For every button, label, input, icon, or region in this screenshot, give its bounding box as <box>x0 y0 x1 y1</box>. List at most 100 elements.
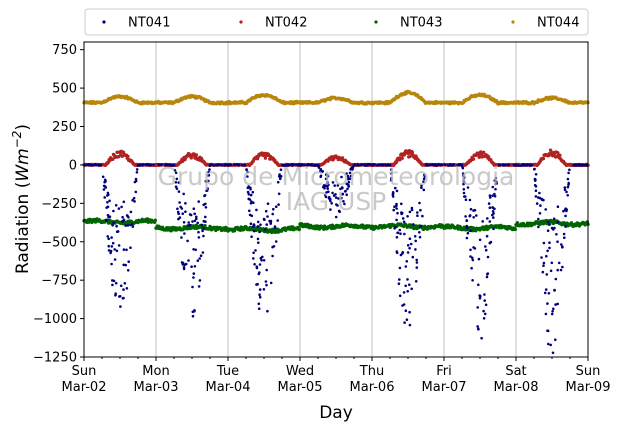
point-nt041 <box>421 214 424 218</box>
point-nt041 <box>463 176 466 179</box>
point-nt041 <box>319 169 322 173</box>
plot-area <box>84 42 588 357</box>
point-nt041 <box>488 220 492 223</box>
point-nt041 <box>549 343 552 347</box>
point-nt041 <box>135 171 139 174</box>
point-nt041 <box>449 163 452 166</box>
point-nt041 <box>350 166 354 170</box>
legend-label-nt042: NT042 <box>265 16 307 31</box>
point-nt041 <box>108 199 111 203</box>
point-nt041 <box>551 310 554 313</box>
point-nt041 <box>111 241 115 245</box>
y-axis-title: Radiation (Wm−2) <box>10 124 33 274</box>
point-nt041 <box>465 226 469 230</box>
point-nt041 <box>402 291 406 294</box>
point-nt041 <box>129 246 132 249</box>
point-nt041 <box>423 175 427 178</box>
point-nt043 <box>515 221 520 225</box>
point-nt041 <box>118 295 121 298</box>
point-nt041 <box>469 229 473 233</box>
point-nt041 <box>271 254 274 258</box>
point-nt041 <box>462 188 466 191</box>
point-nt041 <box>458 163 462 166</box>
point-nt041 <box>257 302 261 306</box>
point-nt041 <box>238 164 241 167</box>
point-nt041 <box>124 263 127 267</box>
point-nt041 <box>273 225 277 228</box>
point-nt041 <box>414 248 417 251</box>
point-nt041 <box>468 214 472 217</box>
point-nt041 <box>401 217 405 220</box>
point-nt041 <box>337 197 340 200</box>
point-nt041 <box>405 260 409 263</box>
point-nt041 <box>192 207 196 210</box>
point-nt041 <box>132 196 136 200</box>
point-nt041 <box>418 201 421 205</box>
point-nt041 <box>484 248 488 252</box>
point-nt041 <box>547 342 550 346</box>
point-nt041 <box>547 292 551 295</box>
grid-lines <box>155 42 517 357</box>
point-nt041 <box>556 268 559 272</box>
point-nt041 <box>133 200 136 203</box>
point-nt041 <box>408 283 411 287</box>
point-nt041 <box>250 235 253 238</box>
point-nt041 <box>331 191 334 195</box>
point-nt041 <box>528 164 532 167</box>
point-nt042 <box>408 154 412 159</box>
point-nt041 <box>415 258 419 262</box>
point-nt041 <box>420 184 423 187</box>
point-nt041 <box>108 215 112 218</box>
point-nt041 <box>419 208 422 212</box>
point-nt041 <box>553 226 556 230</box>
point-nt041 <box>485 234 489 238</box>
point-nt041 <box>218 163 221 166</box>
point-nt041 <box>198 279 202 282</box>
point-nt041 <box>243 163 247 167</box>
point-nt041 <box>564 214 567 218</box>
legend-marker-nt042 <box>239 20 243 24</box>
point-nt041 <box>117 244 121 247</box>
point-nt041 <box>392 208 396 212</box>
point-nt041 <box>398 266 402 270</box>
point-nt041 <box>341 186 344 190</box>
point-nt041 <box>395 204 398 208</box>
point-nt041 <box>395 189 399 193</box>
point-nt041 <box>121 215 124 219</box>
point-nt041 <box>252 223 256 226</box>
point-nt041 <box>533 177 537 181</box>
point-nt041 <box>241 163 244 167</box>
point-nt041 <box>483 293 486 296</box>
point-nt041 <box>547 223 551 226</box>
point-nt041 <box>328 198 332 201</box>
point-nt041 <box>127 260 130 264</box>
point-nt041 <box>494 176 498 180</box>
point-nt041 <box>395 251 399 255</box>
point-nt041 <box>135 168 139 171</box>
series-nt044 <box>82 89 590 106</box>
point-nt041 <box>144 163 148 167</box>
point-nt041 <box>534 189 538 192</box>
legend: NT041 NT042 NT043 NT044 <box>84 8 589 36</box>
point-nt041 <box>410 208 414 212</box>
point-nt041 <box>492 212 495 215</box>
y-tick-label: −500 <box>41 235 77 250</box>
point-nt041 <box>324 193 327 197</box>
point-nt041 <box>182 266 186 269</box>
point-nt041 <box>180 236 183 239</box>
point-nt041 <box>540 256 543 259</box>
point-nt041 <box>120 205 123 209</box>
x-axis-title: Day <box>319 403 353 423</box>
point-nt041 <box>246 186 250 190</box>
point-nt041 <box>472 209 475 212</box>
point-nt041 <box>196 259 200 263</box>
point-nt041 <box>469 248 472 252</box>
point-nt041 <box>486 255 490 259</box>
point-nt041 <box>263 218 266 221</box>
point-nt041 <box>564 207 567 210</box>
point-nt041 <box>174 171 178 175</box>
point-nt041 <box>378 163 381 167</box>
point-nt041 <box>202 227 206 230</box>
point-nt041 <box>412 223 415 226</box>
point-nt041 <box>259 223 262 226</box>
